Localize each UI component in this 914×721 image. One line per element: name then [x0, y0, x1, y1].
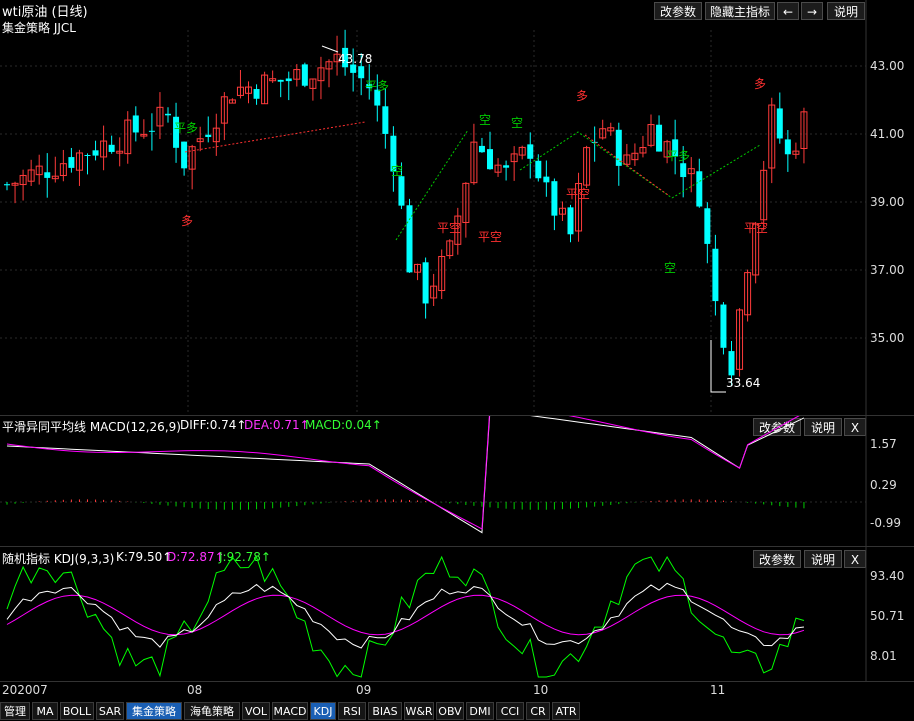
- signal-label: 多: [181, 214, 194, 228]
- tab-atr[interactable]: ATR: [552, 702, 580, 720]
- signal-label: 平多: [666, 149, 691, 163]
- kdj-change-params-button[interactable]: 改参数: [753, 550, 801, 568]
- chart-title: wti原油 (日线): [2, 5, 88, 20]
- tab-ma[interactable]: MA: [32, 702, 58, 720]
- kdj-k-value: K:79.50↑: [116, 550, 173, 564]
- tab-rsi[interactable]: RSI: [338, 702, 366, 720]
- signal-label: 平空: [566, 187, 591, 201]
- signal-label: 平多: [174, 121, 199, 135]
- macd-chart: [0, 416, 867, 546]
- kdj-tick-1: 93.40: [870, 569, 905, 583]
- price-tick-43: 43.00: [870, 59, 905, 73]
- signal-label: 平空: [478, 230, 503, 244]
- kdj-help-button[interactable]: 说明: [804, 550, 842, 568]
- tab-obv[interactable]: OBV: [436, 702, 464, 720]
- macd-tick-1: 1.57: [870, 437, 897, 451]
- time-label-202007: 202007: [2, 683, 48, 697]
- signal-label: 平多: [365, 79, 390, 93]
- tab-cr[interactable]: CR: [526, 702, 550, 720]
- macd-value: MACD:0.04↑: [305, 418, 382, 432]
- macd-title: 平滑异同平均线 MACD(12,26,9): [2, 420, 181, 434]
- macd-diff-value: DIFF:0.74↑: [180, 418, 247, 432]
- tab-vol[interactable]: VOL: [242, 702, 270, 720]
- price-tick-37: 37.00: [870, 263, 905, 277]
- kdj-title: 随机指标 KDJ(9,3,3): [2, 552, 115, 566]
- help-button[interactable]: 说明: [827, 2, 865, 20]
- strategy-label: 集金策略 JJCL: [2, 21, 76, 35]
- signal-label: 空: [479, 113, 492, 127]
- tab-bias[interactable]: BIAS: [368, 702, 402, 720]
- signal-label: 平空: [437, 221, 462, 235]
- change-params-button[interactable]: 改参数: [654, 2, 702, 20]
- tab-kdj[interactable]: KDJ: [310, 702, 336, 720]
- tab-sar[interactable]: SAR: [96, 702, 124, 720]
- hide-main-indicator-button[interactable]: 隐藏主指标: [705, 2, 775, 20]
- signal-label: 空: [664, 261, 677, 275]
- kdj-close-button[interactable]: X: [844, 550, 866, 568]
- tab-管理[interactable]: 管理: [0, 702, 30, 720]
- tab-w&r[interactable]: W&R: [404, 702, 434, 720]
- macd-dea-value: DEA:0.71↑: [244, 418, 310, 432]
- price-tick-39: 39.00: [870, 195, 905, 209]
- signal-label: 空: [391, 164, 404, 178]
- signal-label: 平空: [744, 221, 769, 235]
- kdj-d-value: D:72.87↑: [167, 550, 225, 564]
- macd-help-button[interactable]: 说明: [804, 418, 842, 436]
- scroll-left-button[interactable]: ←: [777, 2, 799, 20]
- price-tick-35: 35.00: [870, 331, 905, 345]
- kdj-chart: [6, 547, 867, 681]
- high-price-label: 43.78: [338, 52, 373, 66]
- low-price-label: 33.64: [726, 376, 761, 390]
- signal-label: 空: [511, 116, 524, 130]
- kdj-tick-2: 50.71: [870, 609, 905, 623]
- time-label-10: 10: [533, 683, 549, 697]
- price-chart: [0, 0, 867, 415]
- scroll-right-button[interactable]: →: [801, 2, 823, 20]
- time-label-09: 09: [356, 683, 372, 697]
- tab-集金策略[interactable]: 集金策略: [126, 702, 182, 720]
- signal-label: 多: [576, 89, 589, 103]
- signal-label: 多: [754, 77, 767, 91]
- macd-tick-3: -0.99: [870, 516, 902, 530]
- tab-cci[interactable]: CCI: [496, 702, 524, 720]
- macd-tick-2: 0.29: [870, 478, 897, 492]
- tab-boll[interactable]: BOLL: [60, 702, 94, 720]
- tab-海龟策略[interactable]: 海龟策略: [184, 702, 240, 720]
- tab-dmi[interactable]: DMI: [466, 702, 494, 720]
- tab-macd[interactable]: MACD: [272, 702, 308, 720]
- time-label-08: 08: [187, 683, 203, 697]
- time-label-11: 11: [710, 683, 726, 697]
- price-tick-41: 41.00: [870, 127, 905, 141]
- kdj-tick-3: 8.01: [870, 649, 897, 663]
